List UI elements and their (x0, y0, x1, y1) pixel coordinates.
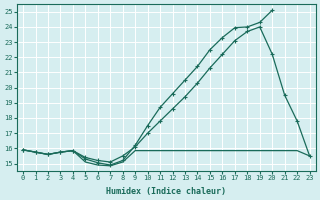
X-axis label: Humidex (Indice chaleur): Humidex (Indice chaleur) (106, 187, 226, 196)
